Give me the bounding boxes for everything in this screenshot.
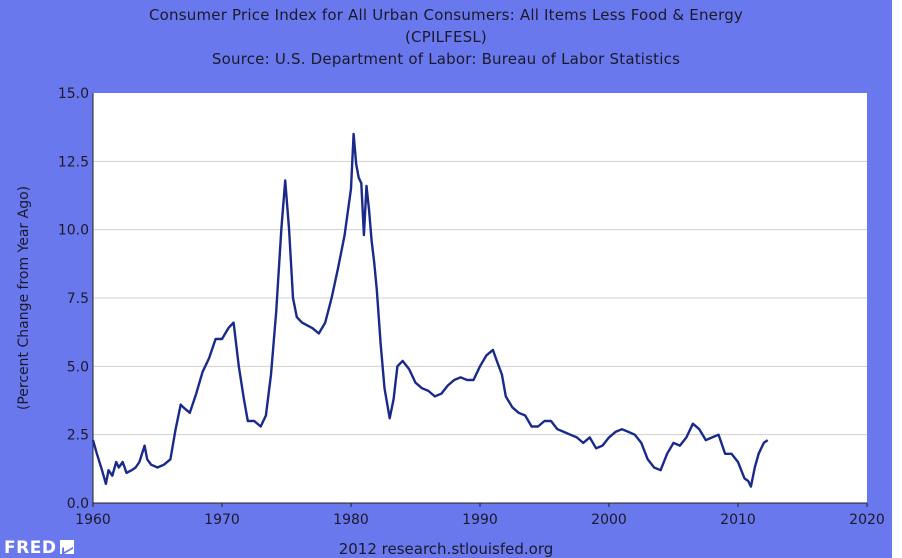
fred-logo-text: FRED [4,538,57,558]
y-tick-label: 0.0 [67,496,89,512]
fred-logo: FRED [4,538,75,558]
y-tick-label: 7.5 [67,291,89,307]
chart-credit: 2012 research.stlouisfed.org [338,540,554,558]
fred-chart-icon [60,540,75,554]
x-tick-label: 2000 [591,512,627,528]
chart-title: Consumer Price Index for All Urban Consu… [148,6,744,24]
y-axis-label: (Percent Change from Year Ago) [16,186,32,410]
x-tick-label: 1990 [462,512,498,528]
series-line [91,132,769,488]
x-tick-label: 1970 [204,512,240,528]
y-tick-label: 12.5 [58,154,89,170]
chart-series-id: (CPILFESL) [405,28,487,46]
y-tick-label: 5.0 [67,359,89,375]
x-tick-label: 1960 [75,512,111,528]
x-tick-label: 2010 [720,512,756,528]
x-tick-label: 2020 [849,512,885,528]
y-tick-label: 2.5 [67,428,89,444]
y-tick-label: 15.0 [58,86,89,102]
x-tick-label: 1980 [333,512,369,528]
y-tick-label: 10.0 [58,223,89,239]
chart-source: Source: U.S. Department of Labor: Bureau… [211,50,681,68]
